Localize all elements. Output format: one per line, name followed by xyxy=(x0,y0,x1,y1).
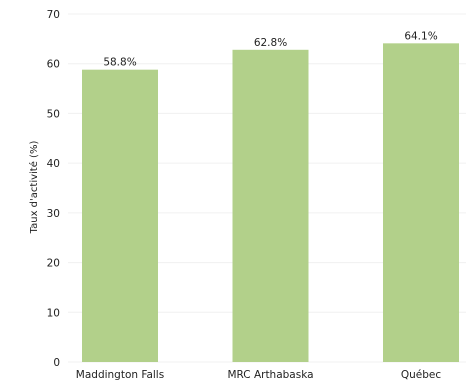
y-axis-title: Taux d'activité (%) xyxy=(28,141,40,235)
y-tick-label: 60 xyxy=(47,59,60,71)
bar-value-label: 62.8% xyxy=(254,37,287,49)
y-tick-label: 70 xyxy=(47,9,60,21)
bar-value-label: 64.1% xyxy=(404,30,437,42)
y-axis-ticks: 0 10 20 30 40 50 60 70 xyxy=(47,9,60,369)
y-tick-label: 40 xyxy=(47,158,60,170)
y-tick-label: 50 xyxy=(47,108,60,120)
y-tick-label: 30 xyxy=(47,208,60,220)
bar-value-label: 58.8% xyxy=(103,57,136,69)
x-category-label: MRC Arthabaska xyxy=(227,369,313,380)
data-labels: 58.8% 62.8% 64.1% xyxy=(103,30,437,68)
x-axis-categories: Maddington Falls MRC Arthabaska Québec xyxy=(76,369,442,380)
bars xyxy=(82,43,459,363)
y-tick-label: 10 xyxy=(47,307,60,319)
x-category-label: Maddington Falls xyxy=(76,369,164,380)
x-category-label: Québec xyxy=(401,369,442,380)
bar xyxy=(82,69,158,363)
y-tick-label: 20 xyxy=(47,258,60,270)
bar xyxy=(383,43,459,363)
y-tick-label: 0 xyxy=(53,357,60,369)
bar xyxy=(232,49,309,363)
